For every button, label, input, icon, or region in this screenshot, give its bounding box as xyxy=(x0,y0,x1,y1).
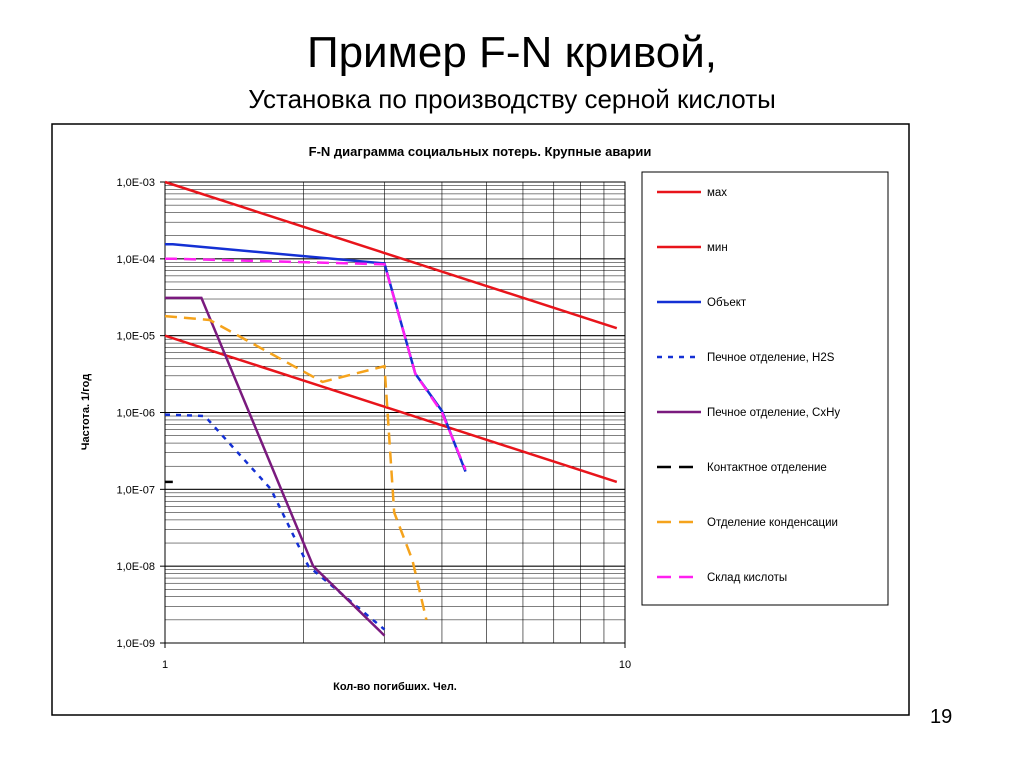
legend-label: мах xyxy=(707,187,727,199)
series-line-5 xyxy=(165,296,386,637)
y-tick-labels: 1,0E-03 1,0E-04 1,0E-05 1,0E-06 1,0E-07 1,0E-… xyxy=(116,177,165,650)
legend-items: мах мин Объект Печное отделение, H2S Печное … xyxy=(657,187,840,584)
y-tick-label: 1,0E-07 xyxy=(116,484,155,496)
x-axis-label: Кол-во погибших. Чел. xyxy=(333,681,457,693)
series-layer xyxy=(164,180,618,637)
y-tick-label: 1,0E-04 xyxy=(116,254,155,266)
x-tick-labels: 1 10 xyxy=(162,643,631,671)
y-tick-label: 1,0E-06 xyxy=(116,408,155,420)
legend xyxy=(641,171,889,606)
legend-label: Склад кислоты xyxy=(707,572,787,584)
legend-label: мин xyxy=(707,242,728,254)
series-line-2 xyxy=(164,334,618,484)
page-number: 19 xyxy=(930,706,953,728)
x-tick-label: 1 xyxy=(162,659,168,671)
legend-label: Контактное отделение xyxy=(707,462,827,474)
y-tick-label: 1,0E-09 xyxy=(116,638,155,650)
slide-subtitle: Установка по производству серной кислоты xyxy=(248,84,776,114)
y-tick-label: 1,0E-05 xyxy=(116,331,155,343)
legend-label: Отделение конденсации xyxy=(707,517,838,529)
legend-label: Печное отделение, H2S xyxy=(707,352,835,364)
y-tick-label: 1,0E-08 xyxy=(116,561,155,573)
series-line-7 xyxy=(164,314,428,621)
slide-title: Пример F-N кривой, xyxy=(306,28,718,77)
legend-label: Печное отделение, CхНу xyxy=(707,407,840,419)
series-line-1 xyxy=(164,180,618,330)
legend-label: Объект xyxy=(707,297,747,309)
series-line-8 xyxy=(165,257,467,471)
y-tick-label: 1,0E-03 xyxy=(116,177,155,189)
grid xyxy=(164,181,626,644)
chart-title: F-N диаграмма социальных потерь. Крупные… xyxy=(309,144,652,159)
x-tick-label: 10 xyxy=(619,659,631,671)
y-axis-label: Частота. 1/год xyxy=(80,374,92,450)
